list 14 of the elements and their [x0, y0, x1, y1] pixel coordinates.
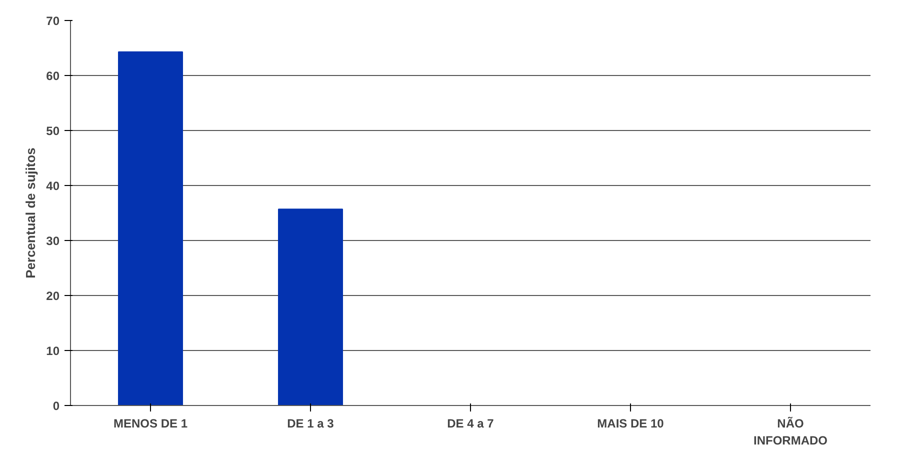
x-tick-label: MAIS DE 10 — [597, 416, 664, 430]
x-tick-label: MENOS DE 1 — [113, 416, 188, 430]
y-tick-label: 20 — [46, 289, 60, 303]
x-tick-label: DE 4 a 7 — [447, 416, 494, 430]
y-tick-label: 10 — [46, 344, 60, 358]
y-tick-label: 50 — [46, 124, 60, 138]
y-tick-label: 70 — [46, 14, 60, 28]
y-tick-label: 30 — [46, 234, 60, 248]
y-tick-label: 40 — [46, 179, 60, 193]
y-tick-label: 60 — [46, 69, 60, 83]
x-tick-label: DE 1 a 3 — [287, 416, 334, 430]
x-tick-label: NÃO INFORMADO — [754, 416, 828, 448]
y-tick-label: 0 — [52, 399, 60, 413]
y-axis-title: Percentual de sujitos — [23, 148, 38, 278]
